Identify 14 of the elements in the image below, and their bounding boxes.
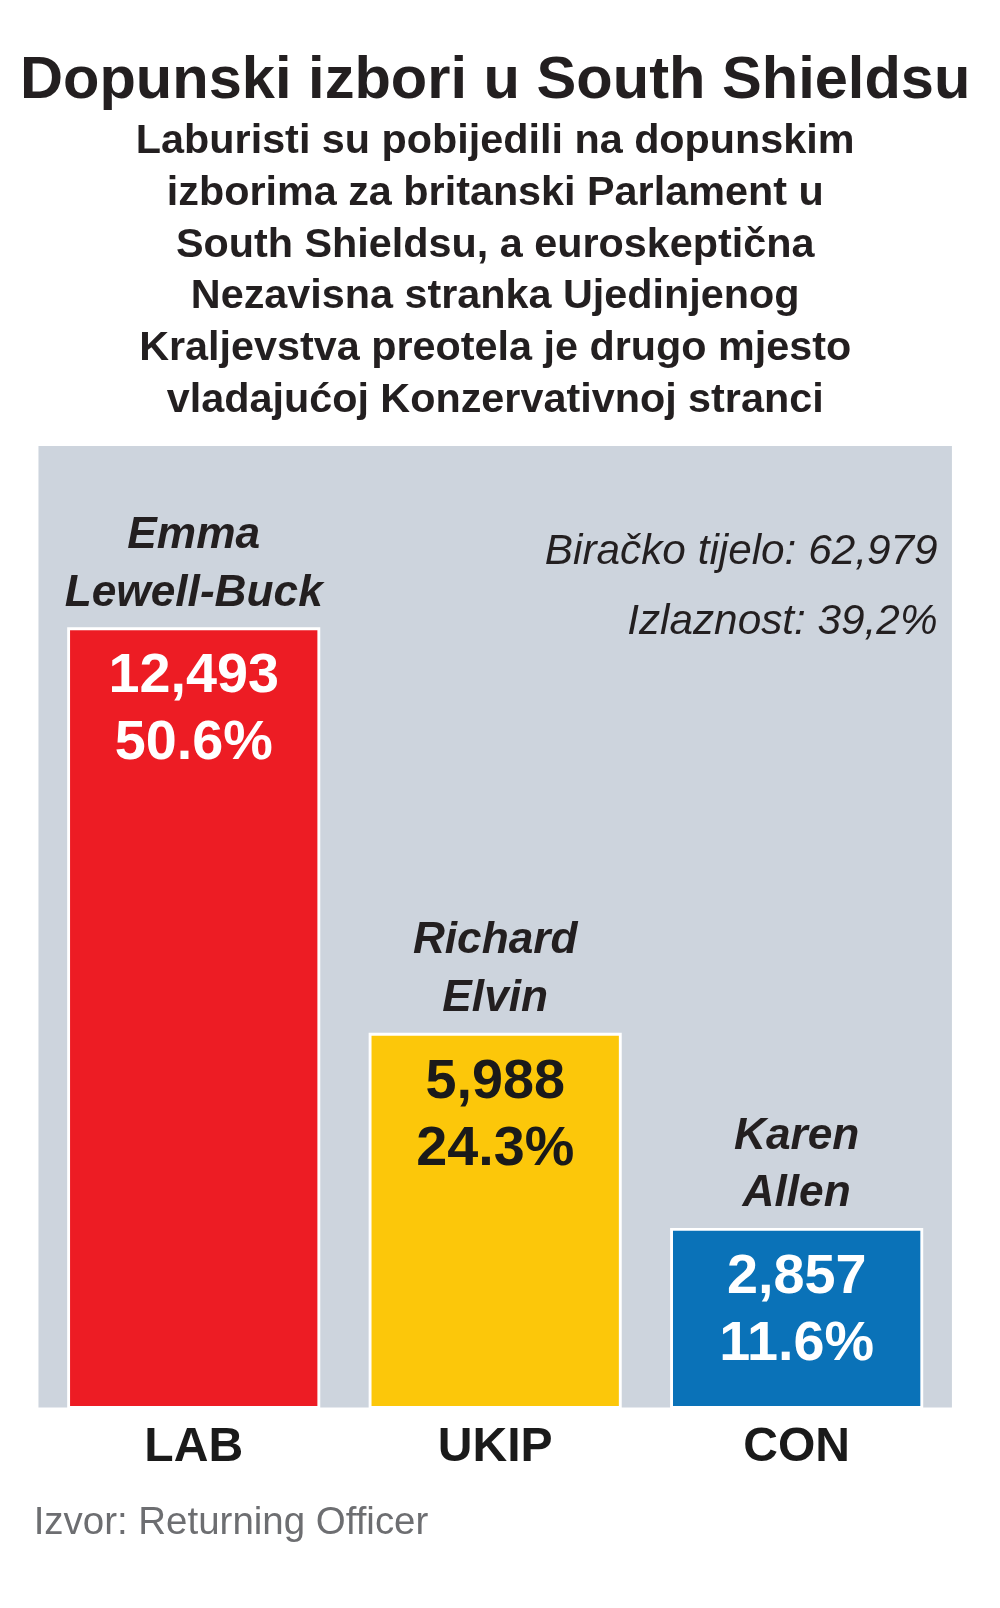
chart-title: Dopunski izbori u South Shieldsu [19,43,971,111]
data-label: 12,493 50.6% [108,642,279,772]
data-label: 2,857 11.6% [719,1242,875,1373]
x-tick-label: LAB [144,1416,244,1471]
annotation: Emma Lewell-Buck [64,507,326,615]
x-tick-label: UKIP [437,1416,553,1471]
annotation: Karen Allen [733,1108,860,1216]
annotation: Izlaznost: 39,2% [627,595,938,643]
x-tick-label: CON [743,1416,851,1471]
chart-subtitle: Laburisti su pobijedili na dopunskim izborima za britanski Parlament u South Shieldsu, a euroskeptična Nezavisna stranka Ujedinjenog Kraljevstva preotela je drugo mjesto vladajućoj Konzervativnoj stranci [135,115,855,422]
annotation: Richard Elvin [412,913,579,1021]
text: Biračko tijelo: 62,979 [544,526,938,574]
text: Izvor: Returning Officer [33,1499,429,1543]
data-label: 5,988 24.3% [416,1047,575,1177]
